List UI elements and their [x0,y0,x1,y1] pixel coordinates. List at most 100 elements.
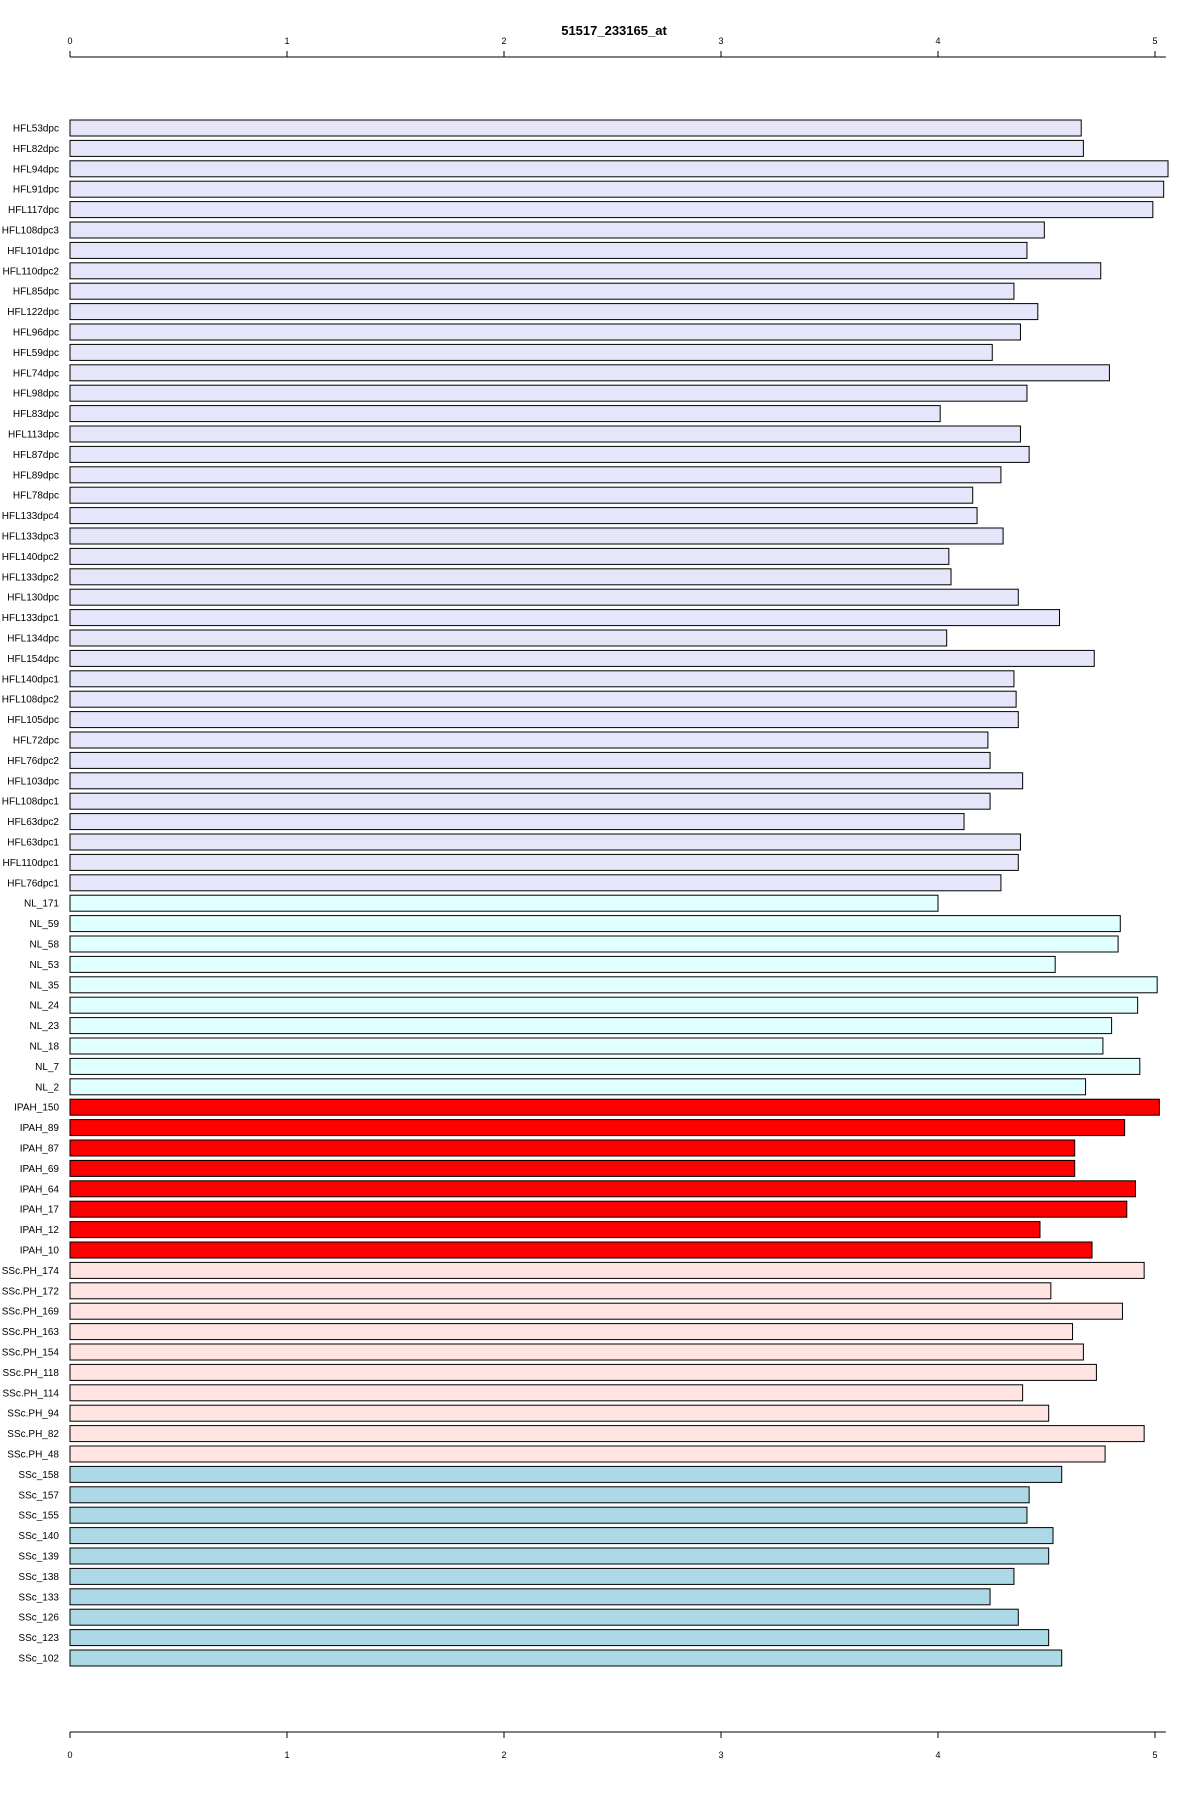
category-label: HFL76dpc2 [7,756,59,767]
bar-SSc.PH_172 [69,1282,1052,1300]
bar-HFL85dpc [69,282,1015,300]
bar-HFL53dpc [69,119,1082,137]
category-label: SSc_102 [18,1654,59,1665]
bar-HFL105dpc [69,711,1019,729]
bar-SSc.PH_48 [69,1445,1106,1463]
bar-HFL89dpc [69,466,1002,484]
bar-SSc_126 [69,1608,1019,1626]
bar-HFL110dpc1 [69,853,1019,871]
category-label: SSc.PH_94 [7,1409,59,1420]
bar-HFL103dpc [69,772,1024,790]
bottom-axis: 0 1 2 3 4 5 [67,1731,1166,1760]
category-label: NL_35 [30,980,60,991]
bar-HFL98dpc [69,384,1028,402]
bar-IPAH_64 [69,1180,1136,1198]
category-label: NL_23 [30,1021,60,1032]
bar-NL_24 [69,996,1139,1014]
bar-HFL83dpc [69,405,941,423]
bar-HFL117dpc [69,201,1154,219]
category-label: SSc_138 [18,1572,59,1583]
bar-HFL96dpc [69,323,1021,341]
bar-HFL134dpc [69,629,948,647]
category-label: NL_59 [30,919,60,930]
top-tick-label: 2 [501,36,506,46]
bar-IPAH_87 [69,1139,1076,1157]
bar-HFL72dpc [69,731,989,749]
bar-NL_2 [69,1078,1087,1096]
category-label: NL_24 [30,1001,60,1012]
bar-HFL59dpc [69,343,993,361]
category-label: HFL59dpc [13,348,59,359]
category-label: SSc.PH_172 [2,1286,60,1297]
category-label: HFL133dpc1 [2,613,60,624]
bottom-tick-label: 1 [284,1750,289,1760]
category-label: SSc_139 [18,1552,59,1563]
bar-HFL63dpc2 [69,813,965,831]
bar-HFL140dpc1 [69,670,1015,688]
bar-HFL101dpc [69,241,1028,259]
category-labels: HFL53dpc HFL82dpc HFL94dpc HFL91dpc HFL117dp… [2,124,60,1665]
category-label: HFL94dpc [13,164,59,175]
category-label: HFL113dpc [8,430,59,441]
bar-SSc.PH_174 [69,1261,1145,1279]
category-label: SSc_157 [18,1490,59,1501]
bar-SSc_123 [69,1629,1050,1647]
bottom-tick-label: 3 [718,1750,723,1760]
bar-HFL87dpc [69,445,1030,463]
category-label: HFL63dpc2 [7,817,59,828]
bar-HFL140dpc2 [69,547,950,565]
category-label: HFL101dpc [7,246,59,257]
bar-SSc.PH_114 [69,1384,1024,1402]
category-label: HFL83dpc [13,409,59,420]
top-axis: 0 1 2 3 4 5 [67,36,1166,58]
category-label: HFL108dpc1 [2,797,60,808]
category-label: NL_18 [30,1042,60,1053]
bar-HFL133dpc2 [69,568,952,586]
category-label: NL_2 [35,1082,59,1093]
category-label: HFL134dpc [7,634,59,645]
bar-HFL94dpc [69,160,1169,178]
bar-NL_53 [69,955,1056,973]
top-tick-label: 3 [718,36,723,46]
category-label: HFL110dpc2 [2,266,59,277]
category-label: HFL140dpc1 [2,674,60,685]
bar-NL_59 [69,915,1121,933]
category-label: HFL74dpc [13,368,59,379]
bar-IPAH_89 [69,1119,1126,1137]
bar-HFL108dpc2 [69,690,1017,708]
category-label: HFL133dpc3 [2,532,60,543]
bottom-tick-label: 2 [501,1750,506,1760]
bar-HFL91dpc [69,180,1165,198]
bar-IPAH_12 [69,1221,1041,1239]
bar-HFL63dpc1 [69,833,1021,851]
category-label: IPAH_150 [14,1103,59,1114]
bar-SSc_133 [69,1588,991,1606]
bar-IPAH_150 [69,1098,1160,1116]
category-label: HFL122dpc [7,307,59,318]
bar-SSc.PH_169 [69,1302,1123,1320]
category-label: HFL140dpc2 [2,552,60,563]
bar-NL_35 [69,976,1158,994]
bar-HFL74dpc [69,364,1110,382]
category-label: IPAH_10 [20,1246,60,1257]
bar-SSc_155 [69,1506,1028,1524]
bar-SSc.PH_154 [69,1343,1084,1361]
bar-NL_58 [69,935,1119,953]
category-label: HFL133dpc2 [2,572,60,583]
bar-NL_171 [69,894,939,912]
category-label: SSc_133 [18,1592,59,1603]
category-label: NL_58 [30,940,60,951]
category-label: SSc.PH_118 [2,1368,59,1379]
category-label: NL_7 [35,1062,59,1073]
bar-IPAH_69 [69,1159,1076,1177]
bar-SSc.PH_118 [69,1363,1097,1381]
bar-HFL154dpc [69,649,1095,667]
category-label: HFL103dpc [7,776,59,787]
bar-SSc_139 [69,1547,1050,1565]
bar-SSc.PH_163 [69,1323,1074,1341]
bar-HFL133dpc3 [69,527,1004,545]
bar-SSc_102 [69,1649,1063,1667]
bar-HFL108dpc3 [69,221,1045,239]
category-label: HFL89dpc [13,470,59,481]
